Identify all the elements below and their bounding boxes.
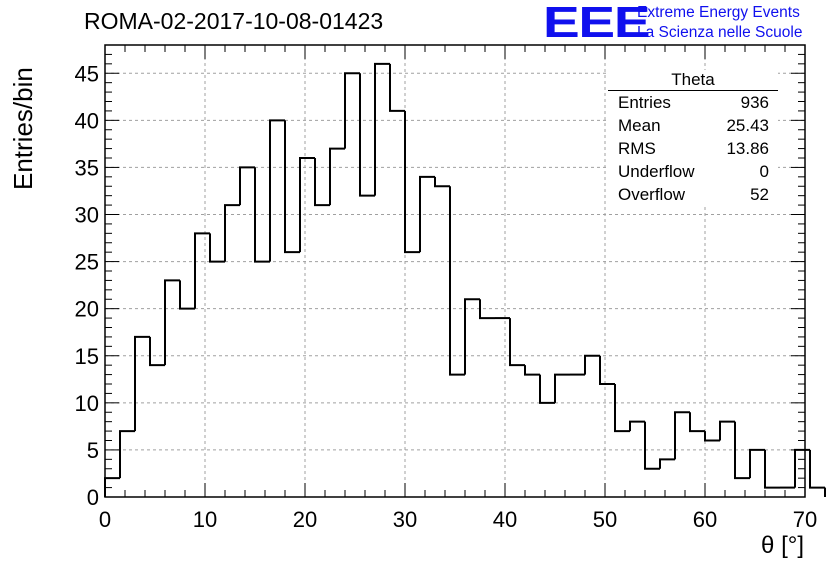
eee-logo: EEE xyxy=(543,0,651,47)
histogram-bin xyxy=(509,318,525,367)
stats-label: Mean xyxy=(618,116,661,135)
stats-value: 0 xyxy=(759,162,769,181)
y-tick-label: 0 xyxy=(87,485,99,510)
histogram-bin xyxy=(194,232,210,309)
stats-value: 936 xyxy=(740,93,769,112)
stats-label: RMS xyxy=(618,139,656,158)
x-tick-label: 40 xyxy=(493,507,517,532)
histogram-bin xyxy=(644,421,660,470)
x-tick-label: 30 xyxy=(393,507,417,532)
x-tick-label: 20 xyxy=(293,507,317,532)
histogram-bin xyxy=(809,449,825,489)
x-tick-label: 50 xyxy=(593,507,617,532)
y-tick-label: 10 xyxy=(75,391,99,416)
histogram-bin xyxy=(134,335,150,432)
stats-value: 13.86 xyxy=(726,139,769,158)
axis-ticks: 0 10 20 30 40 50 60 70 0 5 10 15 20 25 30 35 40 45 xyxy=(75,44,817,532)
y-tick-label: 35 xyxy=(75,155,99,180)
histogram-bin xyxy=(614,384,630,433)
histogram-bin xyxy=(584,354,600,375)
histogram-bin xyxy=(404,110,420,254)
x-tick-label: 0 xyxy=(99,507,111,532)
histogram-bin xyxy=(374,62,390,196)
histogram-bin xyxy=(389,63,405,112)
x-tick-label: 60 xyxy=(693,507,717,532)
histogram-bin xyxy=(539,374,555,404)
logo-line-1: Extreme Energy Events xyxy=(637,4,800,21)
histogram-bin xyxy=(314,158,330,207)
y-axis-label: Entries/bin xyxy=(8,67,38,190)
stats-title: Theta xyxy=(608,70,778,91)
histogram-bin xyxy=(629,420,645,432)
histogram-bin xyxy=(359,73,375,197)
stats-value: 25.43 xyxy=(726,116,769,135)
histogram-bin xyxy=(599,355,615,385)
histogram-bin xyxy=(299,157,315,253)
histogram-bin xyxy=(734,421,750,480)
histogram-bin xyxy=(269,119,285,262)
histogram-bin xyxy=(254,167,270,263)
y-tick-label: 30 xyxy=(75,203,99,228)
histogram-bin xyxy=(689,412,705,433)
histogram-bin xyxy=(524,365,540,376)
histogram-bin xyxy=(719,420,735,441)
histogram-bin xyxy=(554,373,570,403)
stats-value: 52 xyxy=(750,185,769,204)
histogram-bin xyxy=(449,186,465,376)
histogram-bin xyxy=(209,233,225,263)
y-tick-label: 5 xyxy=(87,438,99,463)
histogram-bin xyxy=(704,431,720,442)
run-title: ROMA-02-2017-10-08-01423 xyxy=(84,8,384,34)
histogram-bin xyxy=(224,204,240,262)
stats-label: Overflow xyxy=(618,185,686,204)
histogram-bin xyxy=(149,336,165,367)
histogram-bin xyxy=(659,458,675,469)
stats-label: Underflow xyxy=(618,162,695,181)
y-tick-label: 20 xyxy=(75,297,99,322)
stats-row-overflow: Overflow 52 xyxy=(608,183,778,206)
histogram-series xyxy=(104,62,826,497)
histogram-bin xyxy=(749,448,765,479)
histogram-bin xyxy=(674,411,690,460)
y-tick-label: 45 xyxy=(75,61,99,86)
logo-line-2: La Scienza nelle Scuole xyxy=(637,24,803,41)
stats-row-entries: Entries 936 xyxy=(608,91,778,114)
stats-row-rms: RMS 13.86 xyxy=(608,137,778,160)
histogram-bin xyxy=(239,166,255,206)
histogram-bin xyxy=(119,430,135,479)
y-tick-label: 40 xyxy=(75,108,99,133)
histogram-bin xyxy=(464,298,480,375)
histogram-bin xyxy=(344,72,360,149)
y-tick-label: 25 xyxy=(75,250,99,275)
histogram-bin xyxy=(329,147,345,206)
histogram-bin xyxy=(419,175,435,253)
x-tick-label: 70 xyxy=(793,507,817,532)
y-tick-label: 15 xyxy=(75,344,99,369)
stats-row-underflow: Underflow 0 xyxy=(608,160,778,183)
histogram-bin xyxy=(179,280,195,310)
histogram-bin xyxy=(479,299,495,320)
stats-row-mean: Mean 25.43 xyxy=(608,114,778,137)
stats-box: Theta Entries 936 Mean 25.43 RMS 13.86 U… xyxy=(608,70,778,206)
stats-label: Entries xyxy=(618,93,671,112)
histogram-bin xyxy=(434,176,450,188)
x-axis-label: θ [°] xyxy=(761,532,804,559)
x-tick-label: 10 xyxy=(193,507,217,532)
histogram-bin xyxy=(284,120,300,254)
histogram-bin xyxy=(164,279,180,366)
histogram-bin xyxy=(764,449,780,489)
